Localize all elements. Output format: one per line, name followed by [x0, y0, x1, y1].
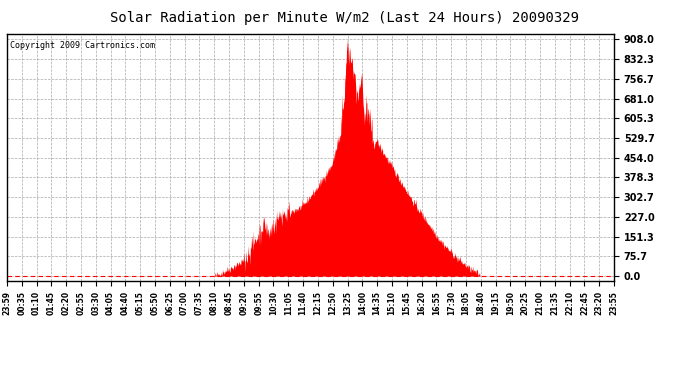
Text: Solar Radiation per Minute W/m2 (Last 24 Hours) 20090329: Solar Radiation per Minute W/m2 (Last 24…: [110, 11, 580, 25]
Text: Copyright 2009 Cartronics.com: Copyright 2009 Cartronics.com: [10, 41, 155, 50]
